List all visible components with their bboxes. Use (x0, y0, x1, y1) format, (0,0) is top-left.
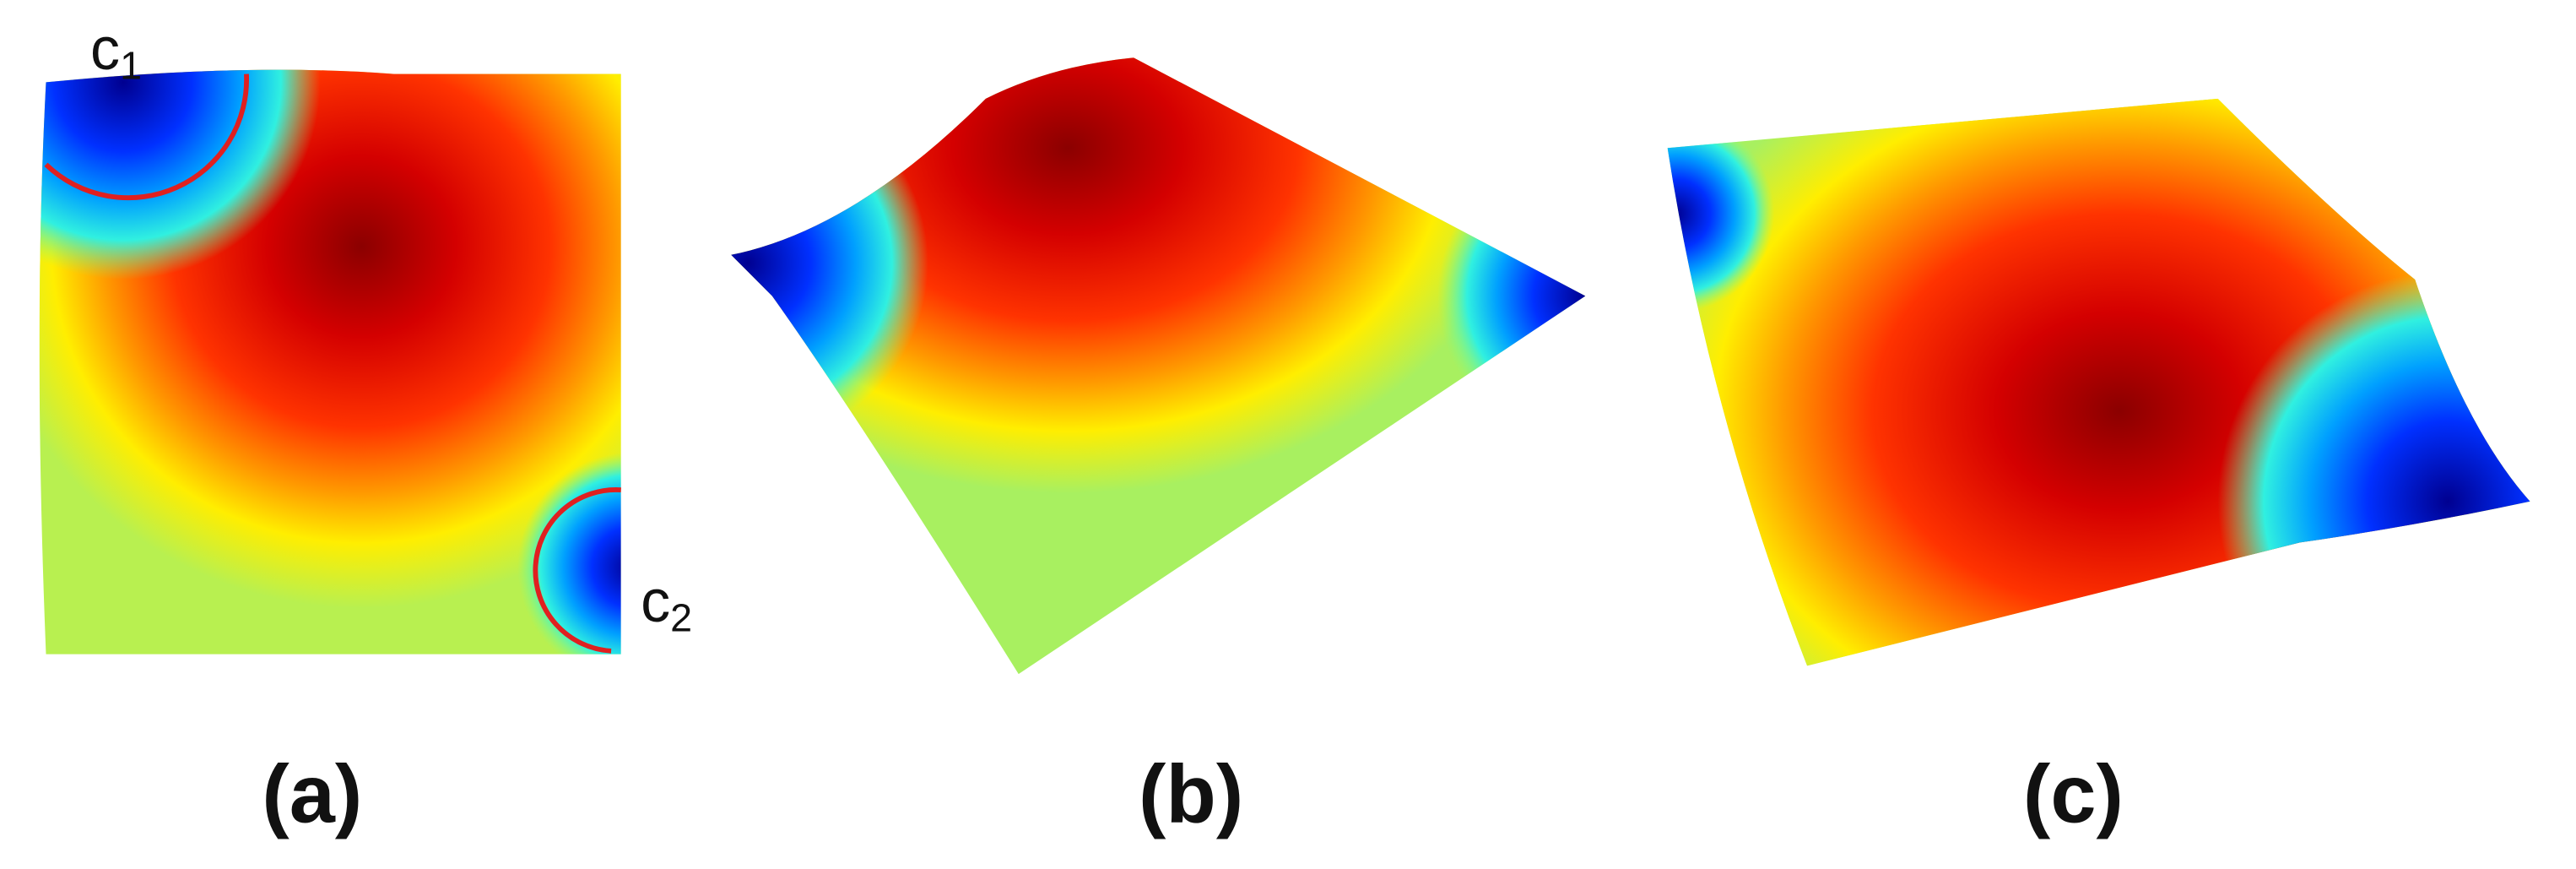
panel-label: (b) (1139, 747, 1243, 839)
surface-c (1667, 98, 2530, 666)
marker-label: c1 (90, 16, 142, 88)
panel-label: (c) (2023, 747, 2124, 839)
marker-subscript: 2 (670, 596, 692, 640)
region-boundary (44, 73, 249, 201)
surface-b (731, 57, 1586, 675)
region-boundary (533, 487, 621, 654)
surface-a (39, 69, 621, 654)
marker-text: c (641, 568, 670, 634)
marker-subscript: 1 (120, 44, 142, 88)
marker-label: c2 (641, 568, 692, 640)
panel-label: (a) (262, 747, 362, 839)
marker-text: c (90, 16, 120, 82)
